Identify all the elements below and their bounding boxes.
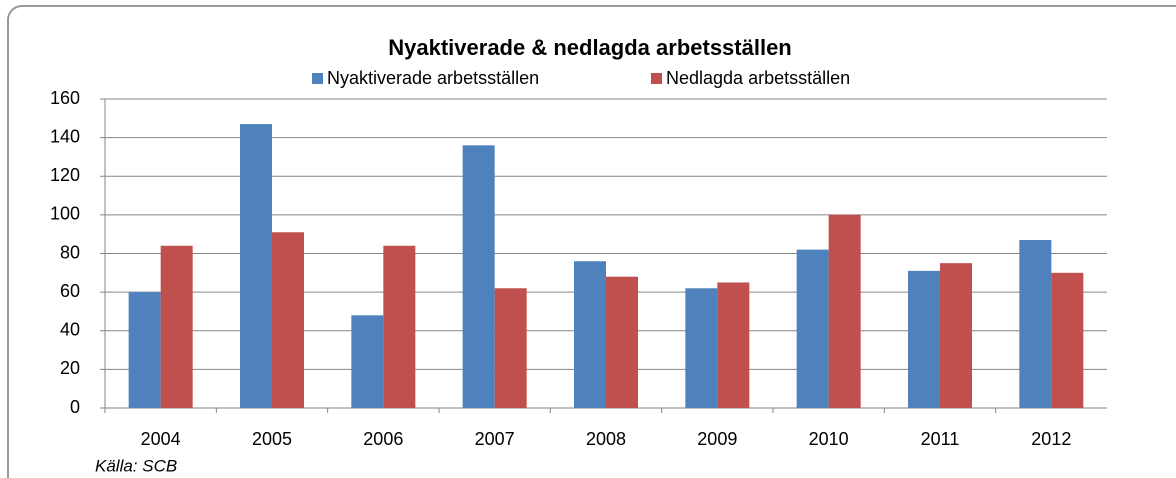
x-tick-label: 2009 — [697, 429, 737, 449]
bar — [462, 145, 495, 408]
bar — [908, 270, 940, 408]
source-note: Källa: SCB — [95, 456, 177, 475]
bar — [1051, 272, 1084, 408]
bar — [160, 245, 193, 408]
bar — [128, 292, 161, 408]
bar — [940, 263, 972, 408]
bar — [574, 261, 606, 408]
x-tick-label: 2007 — [475, 429, 515, 449]
x-tick-label: 2005 — [252, 429, 292, 449]
y-tick-label: 40 — [60, 320, 80, 340]
legend-label: Nedlagda arbetsställen — [666, 68, 850, 88]
y-tick-label: 0 — [70, 397, 80, 417]
chart-title: Nyaktiverade & nedlagda arbetsställen — [388, 35, 792, 60]
bar — [240, 124, 272, 408]
legend-swatch — [651, 73, 662, 84]
bar — [717, 282, 750, 408]
bar — [272, 232, 304, 408]
bar — [828, 214, 861, 408]
bar — [1019, 239, 1052, 408]
x-tick-label: 2011 — [921, 429, 960, 449]
bar — [796, 249, 829, 408]
y-tick-label: 140 — [50, 126, 80, 146]
y-tick-label: 80 — [60, 242, 80, 262]
y-tick-label: 120 — [50, 165, 80, 185]
bar — [383, 245, 416, 408]
y-tick-label: 60 — [60, 281, 80, 301]
bar — [685, 288, 718, 408]
y-tick-label: 160 — [50, 88, 80, 108]
legend-label: Nyaktiverade arbetsställen — [327, 68, 539, 88]
x-tick-label: 2008 — [586, 429, 626, 449]
x-tick-label: 2010 — [809, 429, 849, 449]
y-tick-label: 100 — [50, 204, 80, 224]
bar — [494, 288, 527, 408]
x-tick-label: 2004 — [141, 429, 181, 449]
x-tick-label: 2006 — [363, 429, 403, 449]
legend-swatch — [312, 73, 323, 84]
y-tick-label: 20 — [60, 358, 80, 378]
bar — [351, 315, 384, 408]
bar — [606, 276, 638, 408]
x-tick-label: 2012 — [1031, 429, 1071, 449]
